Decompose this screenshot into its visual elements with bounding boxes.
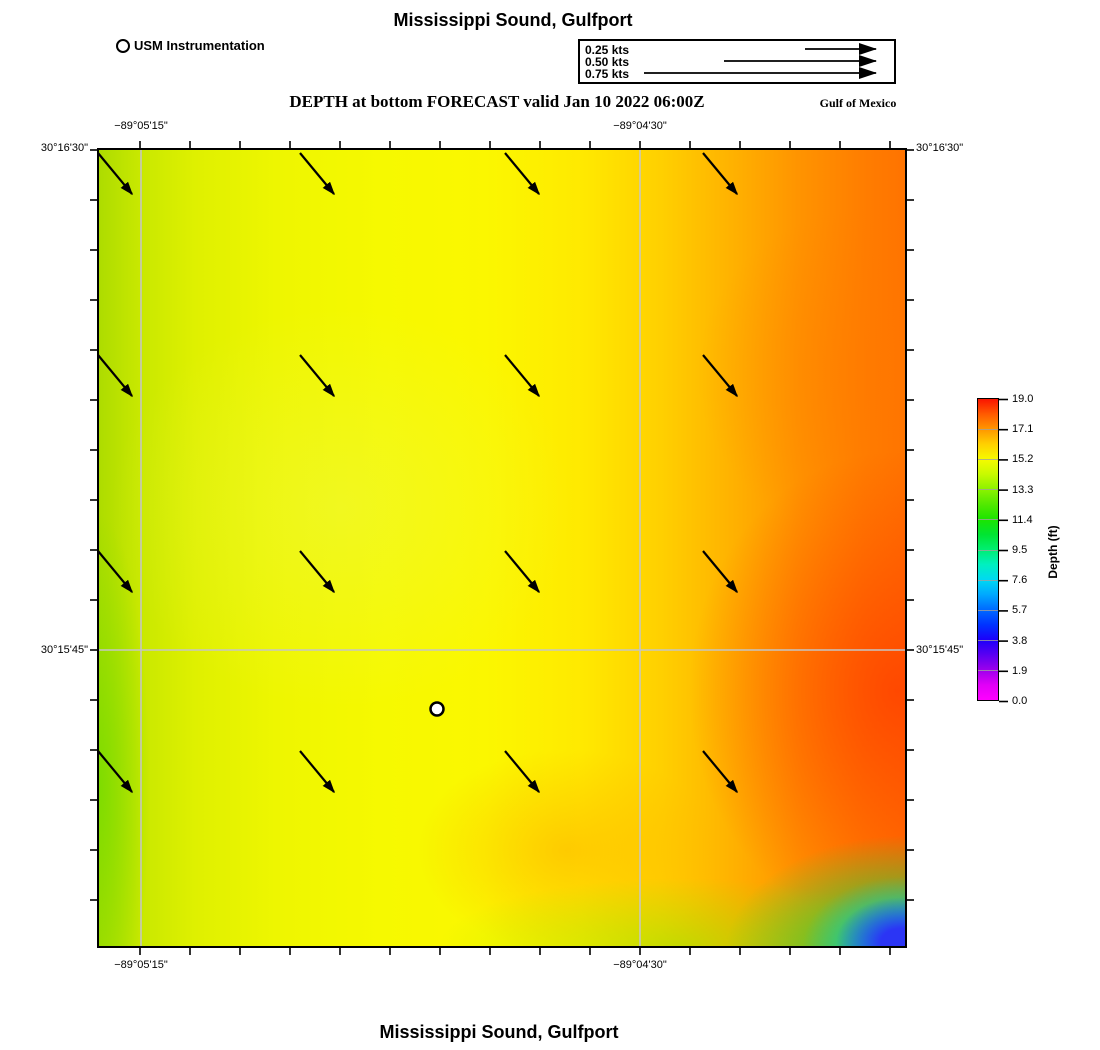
colorbar-tick-label: 15.2 [1012, 453, 1034, 466]
depth-colorbar [977, 398, 999, 701]
colorbar-tick-label: 19.0 [1012, 393, 1034, 405]
colorbar-divider [978, 459, 998, 461]
colorbar-tick-label: 1.9 [1012, 664, 1028, 677]
colorbar-axis-label: Depth (ft) [1046, 525, 1060, 579]
colorbar-divider [978, 609, 998, 611]
colorbar-divider [978, 429, 998, 431]
speed-legend-label-075: 0.75 kts [585, 67, 630, 81]
region-label: Gulf of Mexico [819, 96, 897, 110]
forecast-subtitle: DEPTH at bottom FORECAST valid Jan 10 20… [289, 92, 705, 111]
page-title: Mississippi Sound, Gulfport [393, 10, 633, 30]
colorbar-tick-label: 17.1 [1012, 423, 1034, 436]
colorbar-divider [978, 639, 998, 641]
y-tick-label-left-mid: 30°15'45" [40, 644, 88, 656]
colorbar-tick-label: 3.8 [1012, 634, 1028, 647]
speed-legend-label-025: 0.25 kts [585, 43, 630, 57]
colorbar-tick-label: 0.0 [1012, 695, 1028, 707]
x-tick-label-bottom-right: −89°04'30" [613, 959, 667, 971]
station-legend-icon [116, 39, 130, 53]
station-legend-label: USM Instrumentation [134, 38, 265, 53]
speed-legend-label-050: 0.50 kts [585, 55, 630, 69]
y-tick-label-right-mid: 30°15'45" [916, 644, 964, 656]
colorbar-divider [978, 489, 998, 491]
colorbar-tick-label: 7.6 [1012, 574, 1028, 587]
depth-heatmap [97, 148, 907, 948]
colorbar-tick-label: 11.4 [1012, 513, 1033, 526]
footer-title: Mississippi Sound, Gulfport [379, 1022, 619, 1042]
colorbar-divider [978, 579, 998, 581]
y-tick-label-left-top: 30°16'30" [40, 142, 88, 154]
y-tick-label-right-top: 30°16'30" [916, 142, 964, 154]
current-speed-legend: 0.25 kts 0.50 kts 0.75 kts [578, 39, 896, 84]
colorbar-tick-label: 5.7 [1012, 604, 1028, 617]
colorbar-tick-label: 13.3 [1012, 483, 1034, 496]
colorbar-divider [978, 549, 998, 551]
colorbar-tick-label: 9.5 [1012, 544, 1028, 556]
x-tick-label-top-left: −89°05'15" [114, 120, 168, 132]
x-tick-label-top-right: −89°04'30" [613, 120, 667, 132]
speed-legend-arrows [644, 43, 877, 79]
colorbar-divider [978, 669, 998, 671]
x-tick-label-bottom-left: −89°05'15" [114, 959, 168, 971]
colorbar-divider [978, 519, 998, 521]
